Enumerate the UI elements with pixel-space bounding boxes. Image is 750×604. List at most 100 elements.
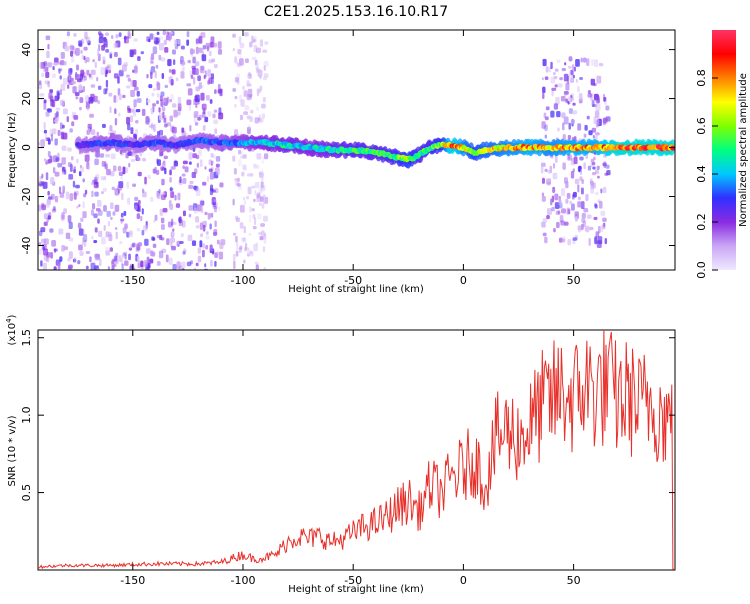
heatmap-noise-cell	[88, 96, 94, 104]
heatmap-noise-cell	[567, 208, 571, 215]
heatmap-noise-cell	[128, 253, 131, 261]
heatmap-noise-cell	[130, 108, 134, 112]
heatmap-noise-cell	[586, 58, 590, 66]
heatmap-noise-cell	[38, 249, 43, 255]
heatmap-noise-cell	[76, 64, 79, 71]
heatmap-noise-cell	[129, 115, 134, 123]
heatmap-noise-cell	[48, 92, 53, 100]
heatmap-noise-cell	[604, 101, 607, 106]
heatmap-noise-cell	[560, 188, 566, 197]
heatmap-noise-cell	[261, 113, 266, 119]
heatmap-noise-cell	[552, 186, 556, 194]
heatmap-noise-cell	[150, 122, 154, 130]
heatmap-noise-cell	[105, 79, 109, 88]
heatmap-noise-cell	[574, 216, 578, 222]
heatmap-noise-cell	[558, 199, 562, 206]
heatmap-noise-cell	[156, 261, 161, 266]
heatmap-noise-cell	[145, 115, 149, 123]
heatmap-noise-cell	[135, 109, 141, 113]
heatmap-noise-cell	[56, 195, 59, 200]
heatmap-noise-cell	[149, 258, 154, 264]
heatmap-noise-cell	[165, 254, 169, 263]
heatmap-noise-cell	[150, 250, 154, 257]
snr-x-tick-label: -150	[120, 574, 145, 587]
heatmap-noise-cell	[197, 255, 202, 263]
heatmap-noise-cell	[186, 39, 190, 46]
heatmap-noise-cell	[170, 237, 175, 243]
heatmap-noise-cell	[175, 203, 181, 208]
heatmap-noise-cell	[264, 41, 269, 45]
heatmap-noise-cell	[90, 181, 95, 186]
heatmap-noise-cell	[256, 164, 260, 169]
heatmap-ridge-core	[670, 145, 675, 151]
heatmap-noise-cell	[177, 96, 182, 105]
heatmap-noise-cell	[49, 228, 54, 233]
heatmap-noise-cell	[214, 89, 217, 95]
heatmap-noise-cell	[133, 49, 137, 55]
heatmap-noise-cell	[199, 240, 203, 248]
heatmap-noise-cell	[550, 110, 555, 118]
heatmap-noise-cell	[38, 181, 43, 187]
heatmap-noise-cell	[193, 185, 197, 190]
colorbar: 0.0 0.2 0.4 0.6 0.8 Normalized spectral ampl…	[695, 30, 749, 279]
heatmap-noise-cell	[134, 196, 139, 202]
heatmap-noise-cell	[595, 97, 600, 104]
heatmap-noise-cell	[195, 188, 201, 197]
heatmap-noise-cell	[251, 185, 256, 189]
heatmap-noise-cell	[100, 191, 105, 195]
heatmap-noise-cell	[246, 80, 250, 87]
heatmap-noise-cell	[47, 43, 50, 50]
heatmap-noise-cell	[217, 41, 222, 49]
heatmap-noise-cell	[117, 76, 120, 84]
heatmap-noise-cell	[593, 216, 598, 221]
heatmap-noise-cell	[43, 129, 48, 134]
heatmap-noise-cell	[259, 117, 264, 123]
heatmap-noise-cell	[197, 116, 201, 121]
heatmap-noise-cell	[80, 79, 86, 83]
heatmap-noise-cell	[86, 106, 90, 111]
heatmap-noise-cell	[69, 193, 74, 202]
heatmap-noise-cell	[162, 207, 168, 213]
heatmap-noise-cell	[214, 128, 218, 135]
heatmap-noise-cell	[239, 204, 245, 213]
heatmap-noise-cell	[160, 237, 165, 241]
heatmap-noise-cell	[554, 68, 559, 72]
heatmap-noise-cell	[163, 117, 167, 124]
heatmap-noise-cell	[254, 261, 259, 265]
heatmap-noise-cell	[172, 59, 176, 66]
heatmap-noise-cell	[164, 84, 169, 89]
heatmap-noise-cell	[79, 106, 82, 111]
heatmap-noise-cell	[215, 170, 221, 176]
heatmap-noise-cell	[85, 95, 89, 103]
heatmap-noise-cell	[146, 74, 149, 79]
heatmap-noise-cell	[263, 239, 267, 244]
heatmap-noise-cell	[244, 58, 249, 63]
heatmap-noise-cell	[136, 98, 142, 103]
heatmap-noise-cell	[193, 99, 196, 106]
heatmap-noise-cell	[541, 77, 544, 81]
heatmap-noise-cell	[219, 242, 224, 250]
heatmap-noise-cell	[97, 48, 100, 57]
heatmap-noise-cell	[121, 263, 124, 270]
heatmap-noise-cell	[67, 84, 70, 89]
heatmap-noise-cell	[108, 231, 112, 237]
heatmap-noise-cell	[198, 114, 203, 121]
heatmap-noise-cell	[253, 243, 258, 252]
heatmap-noise-cell	[186, 31, 190, 38]
heatmap-noise-cell	[573, 156, 578, 165]
heatmap-noise-cell	[47, 108, 52, 113]
heatmap-noise-cell	[124, 35, 127, 44]
heatmap-noise-cell	[127, 123, 131, 131]
heatmap-noise-cell	[248, 214, 252, 223]
heatmap-noise-cell	[556, 59, 561, 63]
heatmap-noise-cell	[45, 132, 48, 141]
heatmap-noise-cell	[133, 65, 138, 74]
heatmap-noise-cell	[206, 176, 210, 183]
heatmap-noise-cell	[94, 158, 99, 166]
heatmap-noise-cell	[161, 166, 165, 171]
heatmap-noise-cell	[102, 56, 106, 61]
heatmap-noise-cell	[158, 42, 164, 51]
heatmap-noise-cell	[194, 121, 199, 126]
heatmap-noise-cell	[195, 46, 199, 55]
heatmap-noise-cell	[183, 249, 187, 253]
